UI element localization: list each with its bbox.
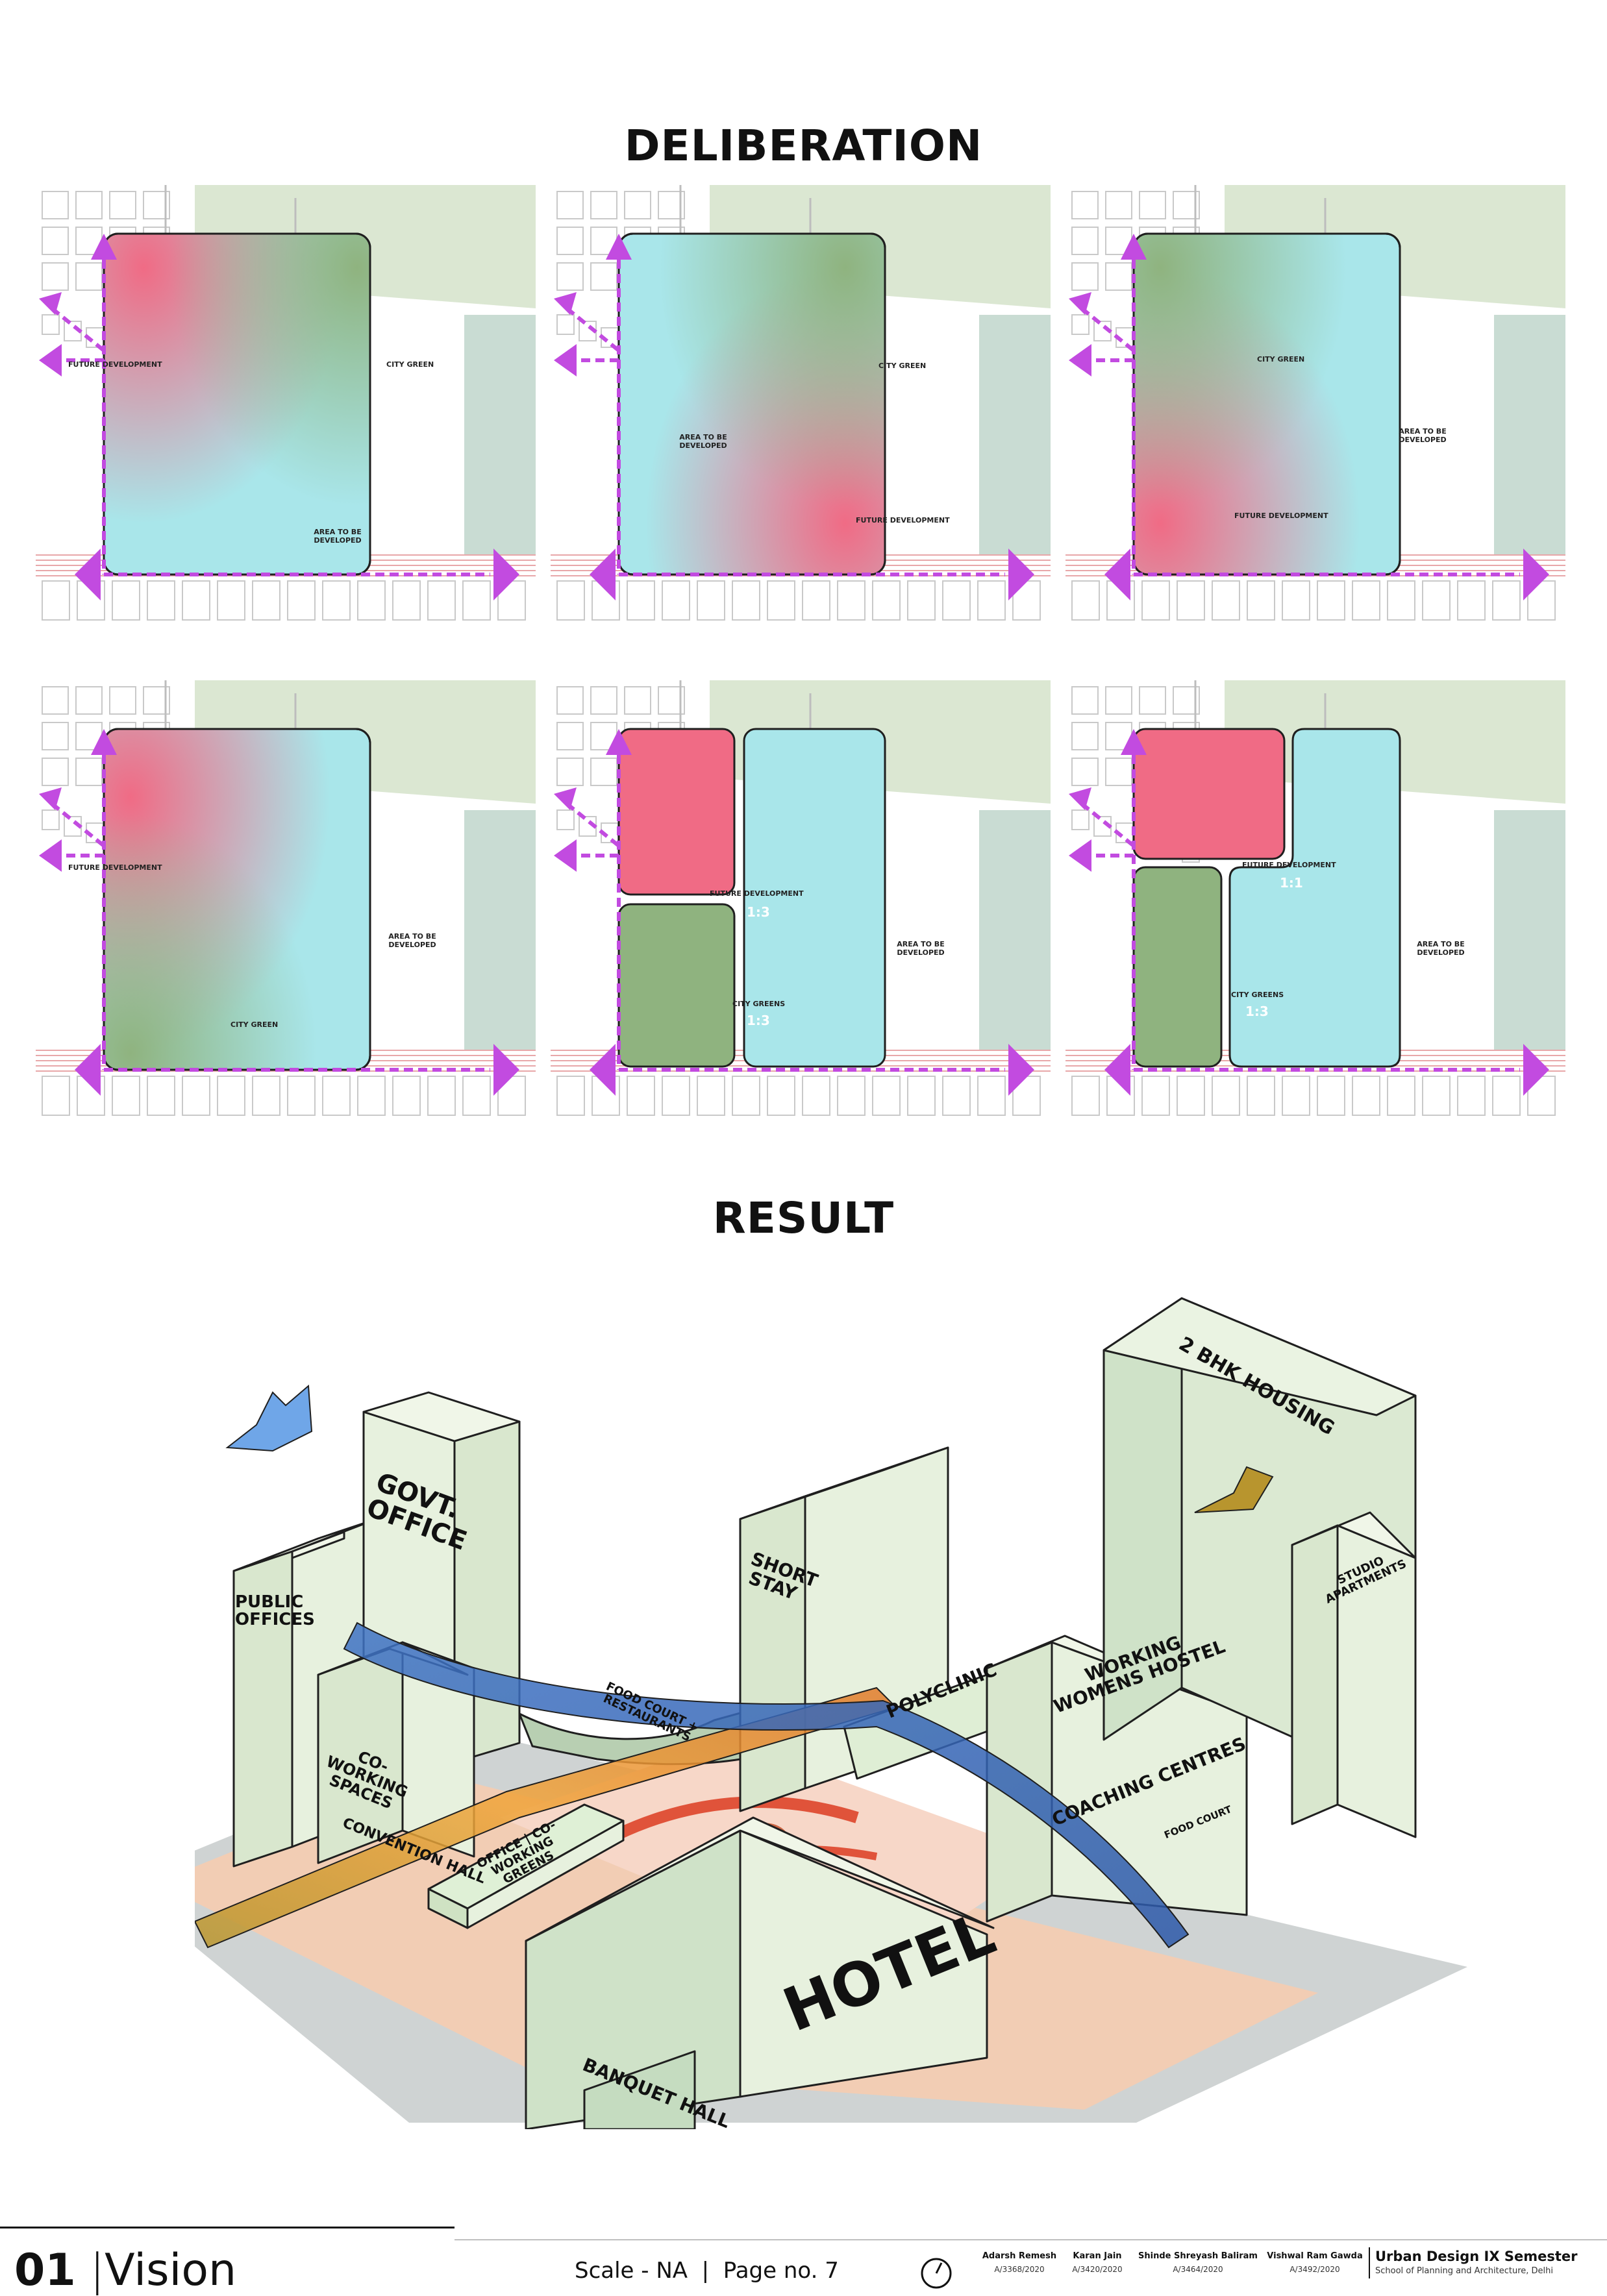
area-to-be-developed-label: AREA TO BE DEVELOPED xyxy=(314,528,362,545)
co-working-front xyxy=(401,1641,475,1858)
future-development-label: FUTURE DEVELOPMENT xyxy=(68,863,162,872)
scale-text: Scale - NA xyxy=(575,2258,688,2284)
sheet-title-text: Vision xyxy=(105,2245,237,2296)
area-zone xyxy=(1228,728,1401,1068)
site-map xyxy=(36,680,536,1122)
future-development-zone xyxy=(617,728,736,896)
site-map xyxy=(1065,185,1565,626)
result-heading: RESULT xyxy=(712,1193,895,1243)
short-stay-side xyxy=(739,1495,806,1812)
olive-direction-arrow xyxy=(1194,1466,1274,1513)
footer-rule xyxy=(0,2227,455,2228)
city-greens-zone xyxy=(617,903,736,1068)
future-development-ratio: 1:1 xyxy=(1280,875,1303,891)
sheet-title: 01 |Vision xyxy=(14,2245,237,2296)
public-offices-label: PUBLIC OFFICES xyxy=(235,1592,315,1630)
student-3: Shinde Shreyash Baliram A/3464/2020 xyxy=(1138,2251,1258,2274)
site-map xyxy=(551,185,1051,626)
student-4: Vishwal Ram Gawda A/3492/2020 xyxy=(1267,2251,1363,2274)
deliberation-panel-6: FUTURE DEVELOPMENT 1:1 CITY GREENS 1:3 A… xyxy=(1065,680,1565,1122)
city-greens-label: CITY GREENS xyxy=(1231,991,1284,999)
school-name: School of Planning and Architecture, Del… xyxy=(1375,2266,1553,2276)
future-development-label: FUTURE DEVELOPMENT xyxy=(1234,512,1328,520)
future-development-label: FUTURE DEVELOPMENT xyxy=(68,360,162,369)
deliberation-panel-1: FUTURE DEVELOPMENT CITY GREEN AREA TO BE… xyxy=(36,185,536,626)
footer-separator xyxy=(1369,2247,1370,2278)
north-arrow-icon xyxy=(921,2258,952,2289)
deliberation-panel-3: CITY GREEN AREA TO BE DEVELOPED FUTURE D… xyxy=(1065,185,1565,626)
future-development-label: FUTURE DEVELOPMENT xyxy=(710,889,804,898)
page-number: Page no. 7 xyxy=(723,2258,839,2284)
future-development-ratio: 1:3 xyxy=(747,904,770,920)
deliberation-heading: DELIBERATION xyxy=(624,121,983,171)
future-development-label: FUTURE DEVELOPMENT xyxy=(856,516,950,525)
city-green-label: CITY GREEN xyxy=(230,1020,279,1029)
city-green-label: CITY GREEN xyxy=(386,360,434,369)
scale-page-info: Scale - NA | Page no. 7 xyxy=(575,2258,839,2284)
blue-direction-arrow xyxy=(225,1384,313,1452)
city-green-label: CITY GREEN xyxy=(1257,355,1305,364)
city-greens-zone xyxy=(1132,866,1223,1068)
hotel-roof xyxy=(525,1816,995,1942)
area-to-be-developed-label: AREA TO BE DEVELOPED xyxy=(897,940,945,957)
hotel-front xyxy=(739,1829,988,2098)
site-map xyxy=(36,185,536,626)
city-green-label: CITY GREEN xyxy=(878,362,927,370)
future-development-zone xyxy=(1132,728,1286,860)
future-development-label: FUTURE DEVELOPMENT xyxy=(1242,861,1336,869)
city-greens-ratio: 1:3 xyxy=(747,1013,770,1028)
area-to-be-developed-label: AREA TO BE DEVELOPED xyxy=(1399,427,1447,444)
deliberation-panel-2: CITY GREEN AREA TO BE DEVELOPED FUTURE D… xyxy=(551,185,1051,626)
deliberation-panel-5: FUTURE DEVELOPMENT 1:3 CITY GREENS 1:3 A… xyxy=(551,680,1051,1122)
area-to-be-developed-label: AREA TO BE DEVELOPED xyxy=(388,932,436,949)
city-greens-label: CITY GREENS xyxy=(732,1000,786,1008)
studio-side xyxy=(1291,1524,1339,1825)
site-map xyxy=(1065,680,1565,1122)
area-to-be-developed-label: AREA TO BE DEVELOPED xyxy=(1417,940,1465,957)
axonometric-drawing xyxy=(117,1297,1467,2130)
blue-flow-band xyxy=(343,1622,1190,1949)
school-info: Urban Design IX Semester School of Plann… xyxy=(1375,2249,1577,2276)
area-zone xyxy=(743,728,886,1068)
student-1: Adarsh Remesh A/3368/2020 xyxy=(982,2251,1057,2274)
deliberation-panel-4: FUTURE DEVELOPMENT AREA TO BE DEVELOPED … xyxy=(36,680,536,1122)
sheet-number: 01 xyxy=(14,2245,76,2296)
result-axonometric: PUBLIC OFFICES GOVT. OFFICE SHORT STAY P… xyxy=(117,1233,1558,2132)
site-map xyxy=(551,680,1051,1122)
city-greens-ratio: 1:3 xyxy=(1245,1004,1269,1019)
govt-office-roof xyxy=(362,1391,521,1442)
course-name: Urban Design IX Semester xyxy=(1375,2249,1578,2264)
student-2: Karan Jain A/3420/2020 xyxy=(1072,2251,1123,2274)
area-to-be-developed-label: AREA TO BE DEVELOPED xyxy=(679,433,727,450)
